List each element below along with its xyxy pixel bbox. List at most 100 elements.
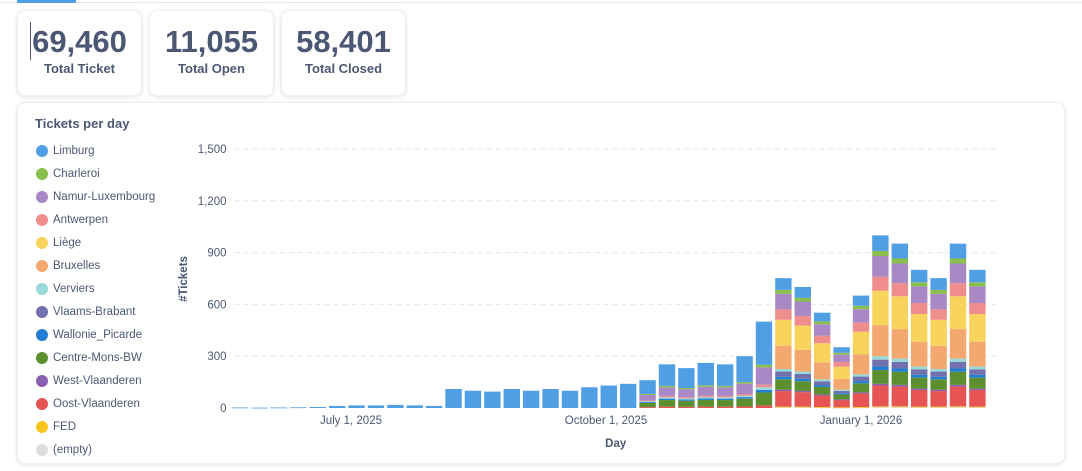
legend-dot-icon: [36, 282, 48, 295]
bar-segment-namur-luxembourg: [852, 309, 870, 323]
bar-segment-limburg: [367, 405, 385, 408]
bar-segment-centre-mons-bw: [949, 371, 967, 385]
chart-title[interactable]: Tickets per day: [35, 116, 130, 131]
bar-segment-vlaams-brabant: [852, 376, 870, 382]
legend-item-charleroi[interactable]: Charleroi: [36, 162, 155, 185]
bar-segment-charleroi: [891, 258, 909, 264]
bar-segment-limburg: [309, 406, 326, 408]
legend-item-oost-vlaanderen[interactable]: Oost-Vlaanderen: [36, 392, 155, 415]
bar-segment-limburg: [658, 364, 676, 386]
legend-item-vlaams-brabant[interactable]: Vlaams-Brabant: [36, 300, 155, 323]
bar-segment-charleroi: [658, 385, 676, 388]
bar-segment-namur-luxembourg: [755, 367, 773, 385]
bar-segment-west-vlaanderen: [930, 389, 947, 392]
bar-segment-li-ge: [949, 296, 967, 330]
bar-segment-verviers: [658, 397, 676, 399]
bar-segment-bruxelles: [930, 345, 947, 369]
bar-segment-bruxelles: [794, 349, 811, 372]
bar-segment-oost-vlaanderen: [969, 390, 986, 407]
bar-segment-empty: [969, 407, 986, 409]
bar-segment-charleroi: [911, 282, 928, 287]
kpi-value: 69,460: [32, 24, 127, 59]
bar-segment-bruxelles: [813, 362, 831, 380]
bar-segment-wallonie-picarde: [852, 381, 870, 384]
legend-item-fed[interactable]: FED: [36, 415, 155, 438]
bar-segment-wallonie-picarde: [736, 397, 753, 399]
bar-segment-centre-mons-bw: [678, 400, 695, 407]
bar-segment-wallonie-picarde: [775, 376, 792, 380]
legend-dot-icon: [36, 328, 48, 341]
bar-segment-fed: [969, 406, 986, 408]
bar-segment-wallonie-picarde: [658, 398, 676, 401]
bar-segment-antwerpen: [658, 395, 676, 398]
legend-label: Oost-Vlaanderen: [53, 397, 140, 410]
bar-segment-limburg: [736, 356, 753, 383]
bar-segment-namur-luxembourg: [930, 293, 947, 310]
bar-segment-fed: [930, 406, 947, 408]
bar-segment-west-vlaanderen: [833, 399, 850, 401]
legend-label: Limburg: [53, 144, 95, 157]
bar-segment-namur-luxembourg: [794, 301, 811, 316]
bar-segment-west-vlaanderen: [852, 392, 870, 394]
legend-dot-icon: [36, 443, 48, 456]
legend-item-bruxelles[interactable]: Bruxelles: [36, 254, 155, 277]
bar-segment-empty: [852, 407, 870, 409]
legend-item-li-ge[interactable]: Liège: [36, 231, 155, 254]
bar-segment-oost-vlaanderen: [872, 385, 889, 407]
bar-segment-fed: [794, 406, 811, 408]
bar-segment-limburg: [949, 243, 967, 259]
legend-item-namur-luxembourg[interactable]: Namur-Luxembourg: [36, 185, 155, 208]
bar-segment-li-ge: [813, 343, 831, 363]
legend-item-verviers[interactable]: Verviers: [36, 277, 155, 300]
bar-segment-limburg: [503, 389, 520, 408]
bar-segment-antwerpen: [755, 384, 773, 388]
bar-segment-vlaams-brabant: [833, 390, 850, 394]
bar-segment-empty: [872, 407, 889, 408]
bar-segment-vlaams-brabant: [775, 371, 792, 377]
bar-segment-vlaams-brabant: [794, 373, 811, 379]
legend-item-centre-mons-bw[interactable]: Centre-Mons-BW: [36, 346, 155, 369]
bar-segment-vlaams-brabant: [949, 361, 967, 369]
bar-segment-limburg: [716, 364, 734, 386]
legend-item-antwerpen[interactable]: Antwerpen: [36, 208, 155, 231]
bar-segment-limburg: [425, 405, 443, 408]
bar-segment-oost-vlaanderen: [813, 395, 831, 407]
bar-segment-centre-mons-bw: [969, 377, 986, 389]
x-axis-label: Day: [605, 438, 627, 450]
bar-segment-namur-luxembourg: [872, 256, 889, 277]
x-tick-label: January 1, 2026: [820, 415, 902, 427]
bar-segment-bruxelles: [852, 354, 870, 375]
bar-segment-namur-luxembourg: [833, 354, 850, 362]
bar-segment-oost-vlaanderen: [930, 391, 947, 407]
bar-segment-antwerpen: [716, 395, 734, 398]
bar-segment-li-ge: [930, 319, 947, 346]
active-tab-indicator[interactable]: [17, 0, 76, 3]
legend-item-empty[interactable]: (empty): [36, 438, 155, 461]
bar-segment-centre-mons-bw: [697, 399, 714, 407]
bar-segment-verviers: [833, 389, 850, 391]
bar-segment-charleroi: [794, 297, 811, 302]
legend-label: Wallonie_Picarde: [53, 328, 143, 341]
bar-segment-charleroi: [833, 352, 850, 355]
bar-segment-centre-mons-bw: [911, 377, 928, 389]
legend-item-west-vlaanderen[interactable]: West-Vlaanderen: [36, 369, 155, 392]
bar-segment-li-ge: [794, 325, 811, 350]
bar-segment-oost-vlaanderen: [775, 391, 792, 407]
bar-segment-limburg: [348, 405, 365, 408]
legend-label: Charleroi: [53, 167, 100, 180]
bar-segment-charleroi: [755, 364, 773, 368]
y-axis-label: #Tickets: [178, 256, 190, 302]
bar-segment-fed: [852, 406, 870, 408]
bar-segment-centre-mons-bw: [852, 383, 870, 393]
legend-item-wallonie-picarde[interactable]: Wallonie_Picarde: [36, 323, 155, 346]
bar-segment-oost-vlaanderen: [852, 393, 870, 407]
bar-segment-centre-mons-bw: [813, 386, 831, 395]
bar-segment-oost-vlaanderen: [911, 390, 928, 407]
bar-segment-antwerpen: [775, 309, 792, 320]
kpi-label: Total Ticket: [43, 61, 116, 76]
legend-item-limburg[interactable]: Limburg: [36, 139, 155, 162]
bar-segment-fed: [949, 406, 967, 408]
y-tick-label: 600: [207, 299, 226, 311]
bar-segment-limburg: [852, 295, 870, 306]
chart-legend: Limburg Charleroi Namur-Luxembourg Antwerpe…: [36, 139, 155, 461]
